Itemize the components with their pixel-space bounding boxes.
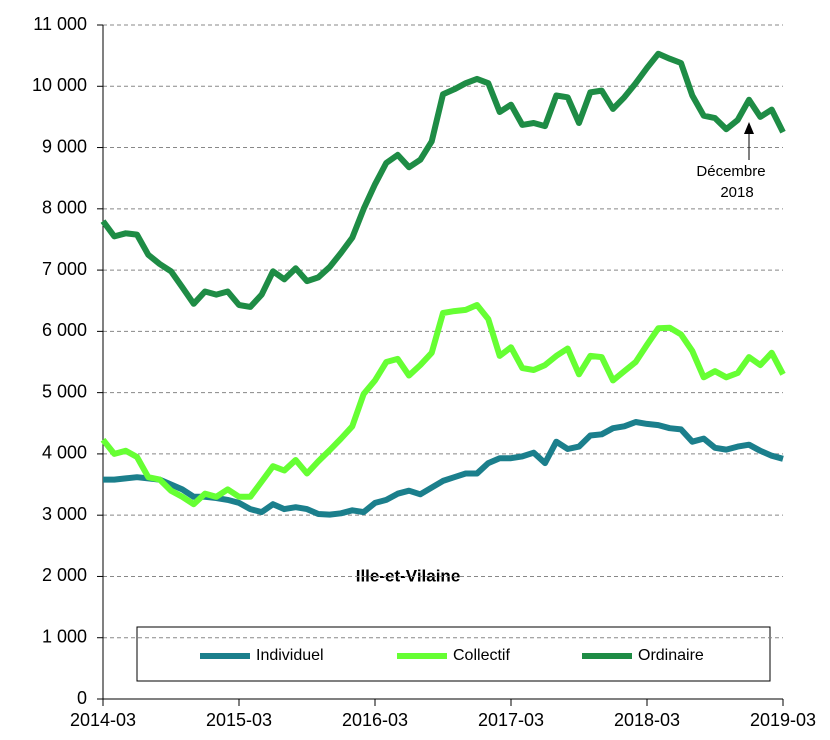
x-tick-label: 2015-03	[206, 710, 272, 730]
y-tick-label: 0	[77, 688, 87, 708]
y-tick-label: 10 000	[32, 75, 87, 95]
annotation-arrowhead	[744, 122, 754, 134]
annotation: Décembre	[696, 163, 765, 180]
y-tick-label: 11 000	[33, 14, 87, 34]
y-tick-label: 5 000	[42, 381, 87, 401]
x-tick-label: 2014-03	[70, 710, 136, 730]
legend-label: Collectif	[453, 647, 510, 664]
x-tick-label: 2019-03	[750, 710, 816, 730]
y-tick-label: 3 000	[42, 504, 87, 524]
legend-label: Individuel	[256, 647, 324, 664]
x-tick-label: 2017-03	[478, 710, 544, 730]
grid	[103, 24, 783, 639]
y-tick-label: 9 000	[42, 136, 87, 156]
y-tick-label: 7 000	[42, 259, 87, 279]
series-line	[103, 419, 784, 518]
series-line	[100, 50, 786, 310]
y-tick-label: 2 000	[42, 565, 87, 585]
y-tick-label: 4 000	[42, 443, 87, 463]
y-tick-label: 1 000	[42, 626, 87, 646]
x-tick-label: 2016-03	[342, 710, 408, 730]
series-line	[100, 302, 786, 508]
annotation: 2018	[720, 184, 753, 201]
y-tick-label: 8 000	[42, 198, 87, 218]
y-tick-label: 6 000	[42, 320, 87, 340]
legend-label: Ordinaire	[638, 647, 704, 664]
x-tick-label: 2018-03	[614, 710, 680, 730]
